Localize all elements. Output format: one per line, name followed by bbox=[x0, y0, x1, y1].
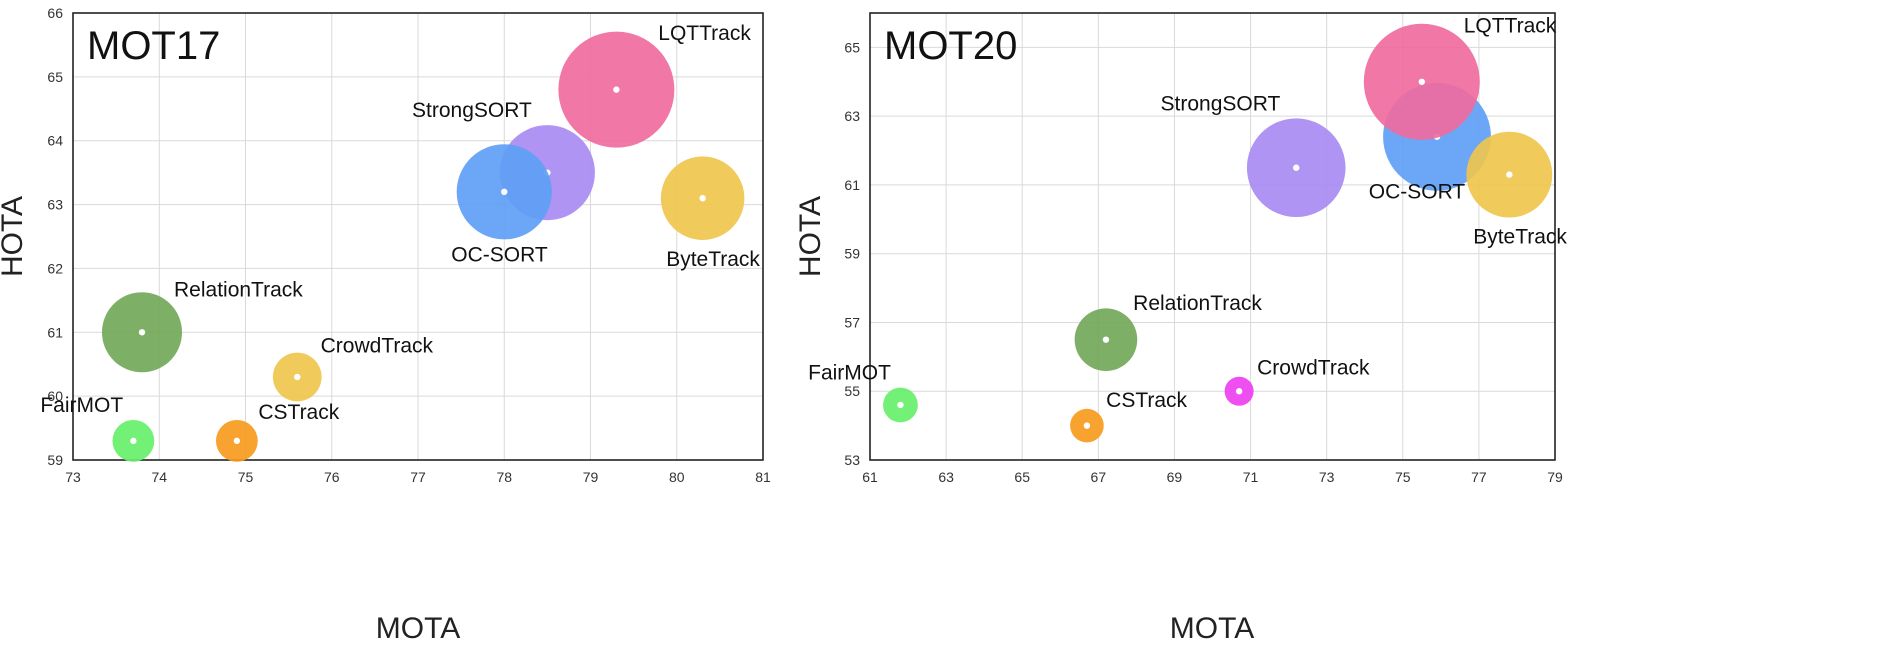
y-axis-label: HOTA bbox=[794, 196, 827, 277]
y-tick-label: 61 bbox=[844, 177, 860, 193]
bubble-label-crowdtrack: CrowdTrack bbox=[321, 335, 434, 358]
x-tick-label: 73 bbox=[1319, 469, 1335, 485]
bubble-label-fairmot: FairMOT bbox=[808, 362, 891, 385]
x-axis-label: MOTA bbox=[1170, 612, 1254, 645]
x-tick-label: 79 bbox=[1547, 469, 1563, 485]
y-tick-label: 65 bbox=[844, 39, 860, 55]
x-tick-label: 73 bbox=[65, 469, 81, 485]
bubble-center-dot bbox=[699, 194, 706, 202]
bubble-label-oc-sort: OC-SORT bbox=[451, 243, 548, 266]
bubble-center-dot bbox=[233, 437, 241, 445]
x-tick-label: 77 bbox=[1471, 469, 1487, 485]
bubble-label-cstrack: CSTrack bbox=[258, 401, 339, 424]
bubble-center-dot bbox=[1506, 171, 1513, 178]
chart-panel-mot17: 73 74 75 76 77 78 79 80 81 59 60 61 62 63 64 65 66 MOT17 M… bbox=[0, 5, 771, 645]
bubble-center-dot bbox=[1102, 336, 1110, 343]
y-tick-label: 61 bbox=[47, 324, 63, 340]
x-tick-label: 63 bbox=[938, 469, 954, 485]
x-tick-label: 74 bbox=[151, 469, 167, 485]
x-tick-label: 79 bbox=[583, 469, 599, 485]
bubble-center-dot bbox=[130, 437, 137, 445]
x-tick-label: 71 bbox=[1243, 469, 1259, 485]
x-tick-label: 69 bbox=[1167, 469, 1183, 485]
y-tick-label: 62 bbox=[47, 260, 63, 276]
bubble-center-dot bbox=[1235, 388, 1243, 395]
bubble-label-cstrack: CSTrack bbox=[1106, 389, 1187, 412]
bubble-label-lqttrack: LQTTrack bbox=[658, 22, 751, 45]
bubble-label-fairmot: FairMOT bbox=[40, 394, 123, 417]
y-tick-label: 60 bbox=[47, 388, 63, 404]
bubble-label-oc-sort: OC-SORT bbox=[1369, 181, 1466, 204]
x-tick-label: 77 bbox=[410, 469, 426, 485]
y-tick-label: 63 bbox=[47, 197, 63, 213]
x-tick-label: 61 bbox=[862, 469, 878, 485]
bubble-center-dot bbox=[897, 401, 904, 409]
bubble-label-lqttrack: LQTTrack bbox=[1464, 14, 1557, 37]
bubble-label-strongsort: StrongSORT bbox=[412, 99, 532, 122]
y-tick-label: 63 bbox=[844, 108, 860, 124]
x-tick-label: 75 bbox=[1395, 469, 1411, 485]
bubble-center-dot bbox=[294, 373, 301, 381]
bubble-label-bytetrack: ByteTrack bbox=[1473, 226, 1567, 249]
chart-panel-mot20: 61 63 65 67 69 71 73 75 77 79 53 55 57 59 61 63 65 MOT20 M… bbox=[794, 12, 1567, 645]
bubble-center-dot bbox=[1418, 78, 1426, 85]
y-tick-label: 65 bbox=[47, 69, 63, 85]
y-tick-label: 59 bbox=[47, 452, 63, 468]
bubble-label-relationtrack: RelationTrack bbox=[1133, 292, 1262, 315]
x-tick-label: 81 bbox=[755, 469, 771, 485]
y-tick-label: 53 bbox=[844, 452, 860, 468]
y-tick-label: 55 bbox=[844, 383, 860, 399]
y-axis-label: HOTA bbox=[0, 196, 29, 277]
x-tick-label: 76 bbox=[324, 469, 340, 485]
plot-frame bbox=[72, 12, 764, 461]
x-tick-label: 80 bbox=[669, 469, 685, 485]
bubble-label-crowdtrack: CrowdTrack bbox=[1257, 356, 1370, 379]
x-tick-label: 65 bbox=[1014, 469, 1030, 485]
y-tick-label: 59 bbox=[844, 246, 860, 262]
y-tick-label: 57 bbox=[844, 314, 860, 330]
y-tick-label: 64 bbox=[47, 133, 63, 149]
bubble-label-strongsort: StrongSORT bbox=[1161, 92, 1281, 115]
panel-title: MOT20 bbox=[884, 24, 1017, 68]
panel-title: MOT17 bbox=[87, 24, 220, 68]
bubble-center-dot bbox=[501, 188, 508, 195]
bubble-label-relationtrack: RelationTrack bbox=[174, 278, 303, 301]
plot-frame bbox=[869, 12, 1556, 461]
x-tick-label: 78 bbox=[496, 469, 512, 485]
bubble-center-dot bbox=[613, 86, 620, 93]
bubble-center-dot bbox=[1293, 164, 1300, 171]
y-tick-label: 66 bbox=[47, 5, 63, 21]
x-tick-label: 67 bbox=[1091, 469, 1107, 485]
x-tick-label: 75 bbox=[238, 469, 254, 485]
bubble-label-bytetrack: ByteTrack bbox=[666, 248, 760, 271]
x-axis-label: MOTA bbox=[376, 612, 460, 645]
bubble-center-dot bbox=[138, 329, 146, 336]
bubble-center-dot bbox=[1083, 422, 1091, 429]
